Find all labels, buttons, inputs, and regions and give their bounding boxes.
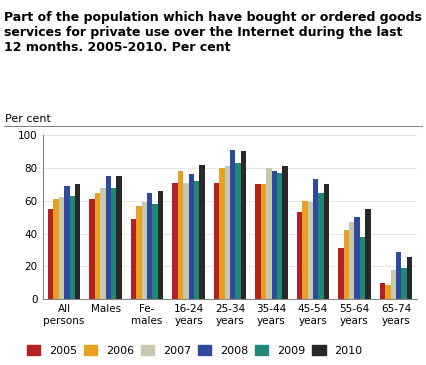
Bar bbox=[308, 202, 313, 299]
Bar bbox=[142, 202, 147, 299]
Bar bbox=[349, 222, 354, 299]
Bar bbox=[183, 182, 189, 299]
Bar bbox=[302, 201, 308, 299]
Bar bbox=[255, 184, 261, 299]
Bar bbox=[271, 171, 277, 299]
Bar bbox=[391, 270, 396, 299]
Bar bbox=[53, 199, 59, 299]
Bar bbox=[344, 230, 349, 299]
Bar bbox=[48, 209, 53, 299]
Bar bbox=[116, 176, 122, 299]
Bar bbox=[266, 168, 271, 299]
Bar bbox=[261, 184, 266, 299]
Bar bbox=[131, 219, 136, 299]
Bar bbox=[199, 165, 205, 299]
Bar bbox=[318, 193, 324, 299]
Bar bbox=[282, 166, 288, 299]
Bar bbox=[111, 188, 116, 299]
Bar bbox=[95, 193, 100, 299]
Bar bbox=[100, 188, 106, 299]
Bar bbox=[194, 181, 199, 299]
Bar bbox=[89, 199, 95, 299]
Bar bbox=[396, 252, 401, 299]
Bar bbox=[313, 179, 318, 299]
Bar bbox=[277, 173, 282, 299]
Bar bbox=[241, 151, 246, 299]
Bar bbox=[365, 209, 371, 299]
Bar bbox=[189, 174, 194, 299]
Bar bbox=[153, 204, 158, 299]
Text: Per cent: Per cent bbox=[5, 114, 51, 124]
Bar bbox=[385, 285, 391, 299]
Bar bbox=[297, 212, 302, 299]
Bar bbox=[380, 283, 385, 299]
Bar bbox=[136, 206, 142, 299]
Bar bbox=[354, 217, 360, 299]
Bar bbox=[173, 182, 178, 299]
Bar bbox=[158, 191, 163, 299]
Bar bbox=[69, 196, 75, 299]
Text: Part of the population which have bought or ordered goods or
services for privat: Part of the population which have bought… bbox=[4, 11, 426, 54]
Bar bbox=[360, 237, 365, 299]
Bar bbox=[338, 248, 344, 299]
Bar bbox=[214, 182, 219, 299]
Bar bbox=[147, 193, 153, 299]
Bar bbox=[219, 168, 225, 299]
Bar bbox=[401, 268, 407, 299]
Bar bbox=[178, 171, 183, 299]
Bar bbox=[225, 166, 230, 299]
Bar bbox=[407, 257, 412, 299]
Legend: 2005, 2006, 2007, 2008, 2009, 2010: 2005, 2006, 2007, 2008, 2009, 2010 bbox=[27, 345, 363, 356]
Bar bbox=[64, 186, 69, 299]
Bar bbox=[106, 176, 111, 299]
Bar bbox=[236, 163, 241, 299]
Bar bbox=[59, 197, 64, 299]
Bar bbox=[75, 184, 81, 299]
Bar bbox=[230, 150, 236, 299]
Bar bbox=[324, 184, 329, 299]
